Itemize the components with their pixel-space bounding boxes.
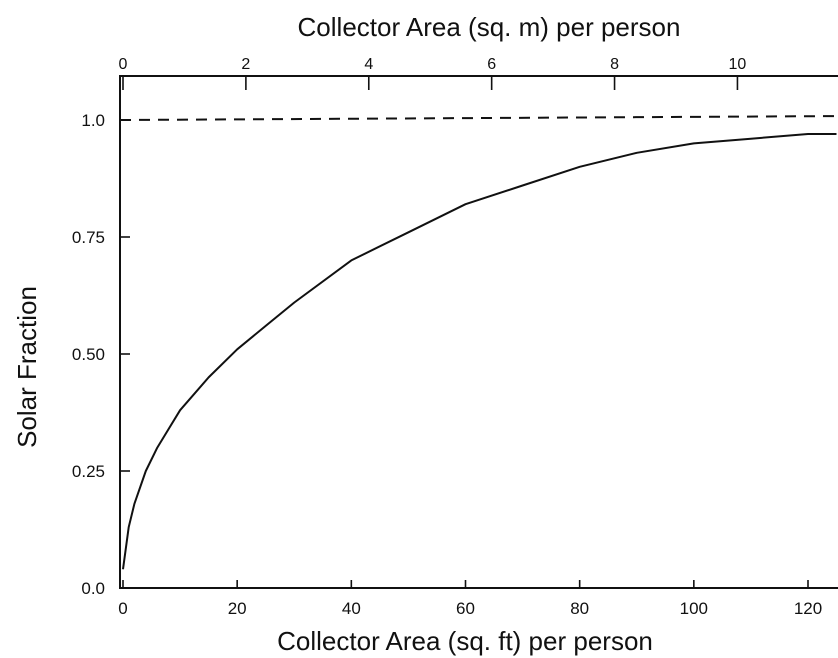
x2-tick-label-8: 8 [610, 56, 619, 73]
x2-tick-label-6: 6 [487, 56, 496, 73]
x-tick-label-20: 20 [228, 599, 247, 618]
x-tick-label-120: 120 [794, 599, 822, 618]
solar-fraction-line [122, 133, 837, 570]
x2-tick-label-10: 10 [729, 56, 747, 73]
limit-line [119, 115, 838, 121]
x-tick-label-0: 0 [118, 599, 127, 618]
y-axis-title: Solar Fraction [12, 286, 42, 448]
y-tick-label-0.75: 0.75 [72, 228, 105, 247]
y-tick-label-0.25: 0.25 [72, 462, 105, 481]
x-tick-label-80: 80 [570, 599, 589, 618]
y-tick-label-0: 0.0 [81, 579, 105, 598]
bottom-axis-title: Collector Area (sq. ft) per person [277, 626, 653, 656]
x-tick-label-60: 60 [456, 599, 475, 618]
y-tick-label-0.5: 0.50 [72, 345, 105, 364]
x-tick-label-100: 100 [680, 599, 708, 618]
y-tick-label-1: 1.0 [81, 111, 105, 130]
x2-tick-label-2: 2 [241, 56, 250, 73]
series-layer [119, 115, 838, 570]
plot-frame [119, 75, 838, 589]
x2-tick-label-4: 4 [364, 56, 373, 73]
top-axis-title: Collector Area (sq. m) per person [298, 12, 681, 42]
x2-tick-label-0: 0 [119, 56, 128, 73]
x-tick-label-40: 40 [342, 599, 361, 618]
ticks-layer: 0 20 40 60 80 100 120 0 2 4 6 8 10 0.0 0.25 0.50 0.75 1.0 [72, 56, 822, 618]
